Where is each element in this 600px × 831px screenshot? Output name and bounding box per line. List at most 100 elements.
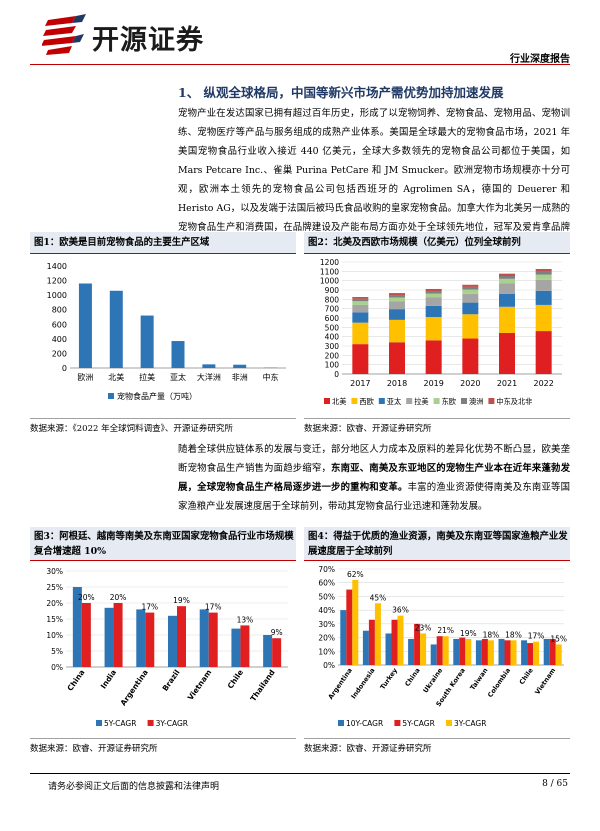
legend-swatch [488,398,495,404]
y-tick-label: 300 [325,342,340,351]
bar [340,610,347,665]
stacked-bar-segment [425,317,442,341]
y-tick-label: 25% [46,583,63,592]
y-tick-label: 0% [323,661,335,670]
x-tick-label: 北美 [108,372,124,382]
bar [397,615,404,665]
body-text-2: 丰富的渔业资源使得南美及东南亚等国家渔粮产业发展速度居于全球前列，带动其宠物食品… [178,482,570,512]
bar [385,633,392,665]
legend-label: 西欧 [359,397,373,406]
data-label: 45% [370,593,387,602]
data-label: 15% [550,634,567,643]
header-divider [30,64,570,65]
bar [430,644,437,665]
bar [504,640,511,665]
y-tick-label: 0 [334,370,339,379]
x-tick-label: China [65,668,86,693]
bar [72,587,82,667]
bar [487,640,494,665]
bar [549,638,556,665]
x-tick-label: China [403,667,421,688]
bar [442,636,449,665]
figure-1-source-rule [30,418,296,419]
stacked-bar-segment [535,271,552,275]
stacked-bar-segment [425,293,442,298]
figure-1-chart: 0 200 400 600 800 1000 1200 1400 欧洲 北美 拉美 亚太 大洋洲 非洲 中东… [47,262,286,401]
data-label: 17% [205,603,222,612]
legend-swatch [338,720,344,726]
x-tick-label: 亚太 [170,372,186,382]
y-tick-label: 400 [52,335,67,344]
bar [140,315,154,368]
figure-1-title: 图1：欧美是目前宠物食品的主要生产区域 [30,232,296,254]
data-label: 36% [392,606,409,615]
bar [436,636,443,665]
figure-3-title: 图3：阿根廷、越南等南美及东南亚国家宠物食品行业市场规模复合增速超 10% [30,527,296,561]
x-tick-label: Vietnam [533,666,557,696]
stacked-bar-segment [535,304,552,332]
bar [414,623,421,665]
y-tick-label: 10% [46,631,63,640]
bar [113,603,123,667]
stacked-bar-segment [352,344,369,374]
bar [408,638,415,665]
y-tick-label: 900 [325,286,340,295]
y-tick-label: 70% [318,565,335,574]
legend-label: 10Y-CAGR [346,719,383,728]
stacked-bar-segment [425,288,442,292]
data-label: 9% [271,628,283,637]
y-tick-label: 200 [52,349,67,358]
legend-label: 宠物食品产量（万吨） [117,391,197,401]
bar [346,589,353,665]
x-tick-label: 拉美 [139,372,155,382]
stacked-bar-segment [352,301,369,305]
y-tick-label: 1000 [47,291,67,300]
body-paragraph: 随着全球供应链体系的发展与变迁，部分地区人力成本及原料的差异化优势不断凸显，欧美… [178,440,570,516]
bar [459,637,466,665]
y-tick-label: 0 [62,364,67,373]
bar [352,579,359,665]
stacked-bar-segment [425,291,442,294]
figure-2-source-rule [304,418,570,419]
bar [145,612,155,667]
y-tick-label: 30% [46,567,63,576]
report-type-label: 行业深度报告 [510,54,570,65]
bar [177,606,186,667]
stacked-bar-segment [499,306,515,333]
data-label: 19% [460,629,477,638]
data-label: 18% [483,630,500,639]
data-label: 20% [110,593,127,602]
legend-swatch [324,398,330,404]
stacked-bar-segment [535,269,552,272]
figure-2-chart: 0100200300400500600700800900100011001200… [320,258,562,406]
body-text-emphasis: 东南亚、南美及东亚地区的宠物生产业本在近年来蓬勃发展，全球宠物食品生产格局逐步进… [178,463,570,493]
stacked-bar-segment [499,283,515,294]
y-tick-label: 20% [46,599,63,608]
figure-4-chart: 0%10%20%30%40%50%60%70%62%Argentina45%In… [318,565,567,728]
x-tick-label: 大洋洲 [197,372,221,382]
stacked-bar-segment [535,290,552,305]
figure-2-source: 数据来源：欧睿、开源证券研究所 [304,424,432,434]
bar [481,638,488,665]
y-tick-label: 600 [325,314,340,323]
legend-label: 澳洲 [469,397,483,406]
legend-label: 3Y-CAGR [454,719,486,728]
x-tick-label: Taiwan [469,666,490,692]
bar [374,603,381,665]
data-label: 18% [505,630,522,639]
y-tick-label: 600 [52,320,67,329]
x-tick-label: Argentina [119,668,150,707]
stacked-bar-segment [352,298,369,302]
stacked-bar-segment [499,293,515,307]
x-tick-label: India [99,668,118,690]
legend-label: 5Y-CAGR [402,719,434,728]
legend-swatch [446,720,452,726]
stacked-bar-segment [389,342,405,374]
bar [527,643,534,665]
page-number: 8 / 65 [542,779,568,789]
x-tick-label: Chile [518,666,535,686]
legend-label: 中东及北非 [496,397,532,406]
x-tick-label: Vietnam [186,668,214,702]
legend-swatch [378,398,385,404]
bar [231,628,241,667]
